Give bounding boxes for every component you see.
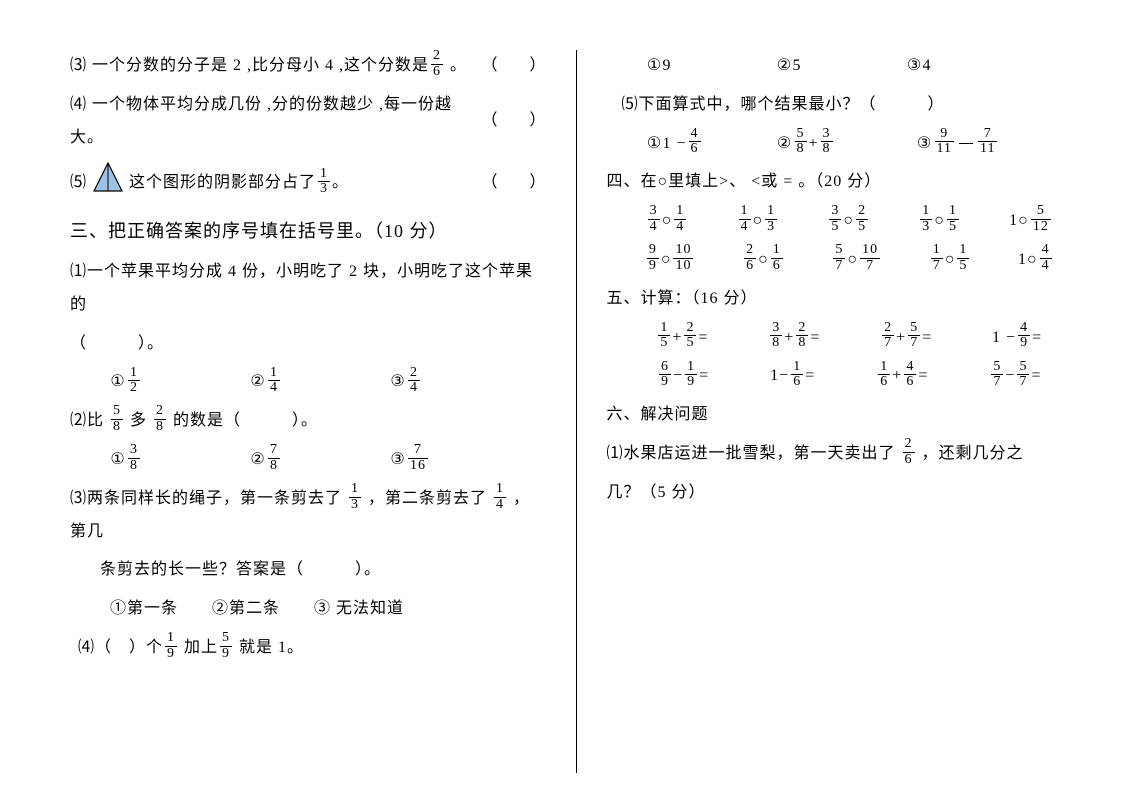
s3-q4: ⑷（ ）个19 加上59 就是 1。 — [70, 632, 546, 665]
section-6-heading: 六、解决问题 — [607, 399, 1083, 432]
triangle-icon — [91, 160, 125, 207]
s3-q5[interactable]: ⑸下面算式中，哪个结果最小？（ ） — [607, 89, 1083, 122]
q2-3-frac: 26 — [431, 49, 443, 79]
s3-q1-line2[interactable]: （ ）。 — [70, 328, 546, 361]
q2-3-text: ⑶ 一个分数的分子是 2 ,比分母小 4 ,这个分数是 — [70, 57, 429, 74]
q2-5-text: 这个图形的阴影部分占了 — [129, 167, 316, 200]
q2-5-slot[interactable]: （ ） — [481, 167, 545, 200]
s3-q2-opts: ① 38 ② 78 ③ 716 — [70, 444, 546, 477]
s3-q3-l2[interactable]: 条剪去的长一些？答案是（ ）。 — [70, 554, 546, 587]
s6-q1-l2: 几？（5 分） — [607, 477, 1083, 510]
s3-q1-line1: ⑴一个苹果平均分成 4 份，小明吃了 2 块，小明吃了这个苹果的 — [70, 256, 546, 322]
s3-q2: ⑵比 58 多 28 的数是（ ）。 — [70, 405, 546, 438]
q2-5-frac: 13 — [318, 167, 330, 197]
minus-icon — [959, 143, 973, 144]
q2-5-label: ⑸ — [70, 167, 87, 200]
s3-q1-opts: ① 12 ② 14 ③ 24 — [70, 366, 546, 399]
s3-q3-opts[interactable]: ①第一条 ②第二条 ③ 无法知道 — [70, 593, 546, 626]
section-4-heading: 四、在○里填上>、 <或 = 。（20 分） — [607, 166, 1083, 199]
q2-4: ⑷ 一个物体平均分成几份 ,分的份数越少 ,每一份越大。 （ ） — [70, 89, 546, 155]
q2-4-text: ⑷ 一个物体平均分成几份 ,分的份数越少 ,每一份越大。 — [70, 89, 481, 155]
q2-5: ⑸ 这个图形的阴影部分占了 13 。 （ ） — [70, 160, 546, 207]
compare-row-2: 99○1010 26○16 57○107 17○15 1 ○ 44 — [607, 244, 1083, 277]
s3-q4-opts: ① 9 ② 5 ③ 4 — [607, 50, 1083, 83]
compare-row-1: 34○14 14○13 35○25 13○15 1○ 512 — [607, 205, 1083, 238]
calc-row-2: 69 − 19 = 1− 16 = 16 + 46 = 57 − 57 = — [607, 360, 1083, 393]
section-3-heading: 三、把正确答案的序号填在括号里。（10 分） — [70, 213, 546, 250]
page-root: ⑶ 一个分数的分子是 2 ,比分母小 4 ,这个分数是26 。 （ ） ⑷ 一个… — [0, 0, 1122, 793]
q2-3: ⑶ 一个分数的分子是 2 ,比分母小 4 ,这个分数是26 。 （ ） — [70, 50, 546, 83]
right-column: ① 9 ② 5 ③ 4 ⑸下面算式中，哪个结果最小？（ ） ①1 − 46 ②5… — [577, 50, 1083, 773]
left-column: ⑶ 一个分数的分子是 2 ,比分母小 4 ,这个分数是26 。 （ ） ⑷ 一个… — [70, 50, 577, 773]
q2-3-slot[interactable]: （ ） — [481, 50, 545, 83]
calc-row-1: 15 + 25 = 38 + 28 = 27 + 57 = 1 − 49 = — [607, 322, 1083, 355]
s3-q5-opts: ①1 − 46 ②58 + 38 ③ 911711 — [607, 128, 1083, 161]
s3-q3-l1: ⑶两条同样长的绳子，第一条剪去了 13 ，第二条剪去了 14 ，第几 — [70, 483, 546, 549]
s6-q1-l1: ⑴水果店运进一批雪梨，第一天卖出了 26 ，还剩几分之 — [607, 438, 1083, 471]
q2-4-slot[interactable]: （ ） — [481, 105, 545, 138]
section-5-heading: 五、计算：（16 分） — [607, 283, 1083, 316]
